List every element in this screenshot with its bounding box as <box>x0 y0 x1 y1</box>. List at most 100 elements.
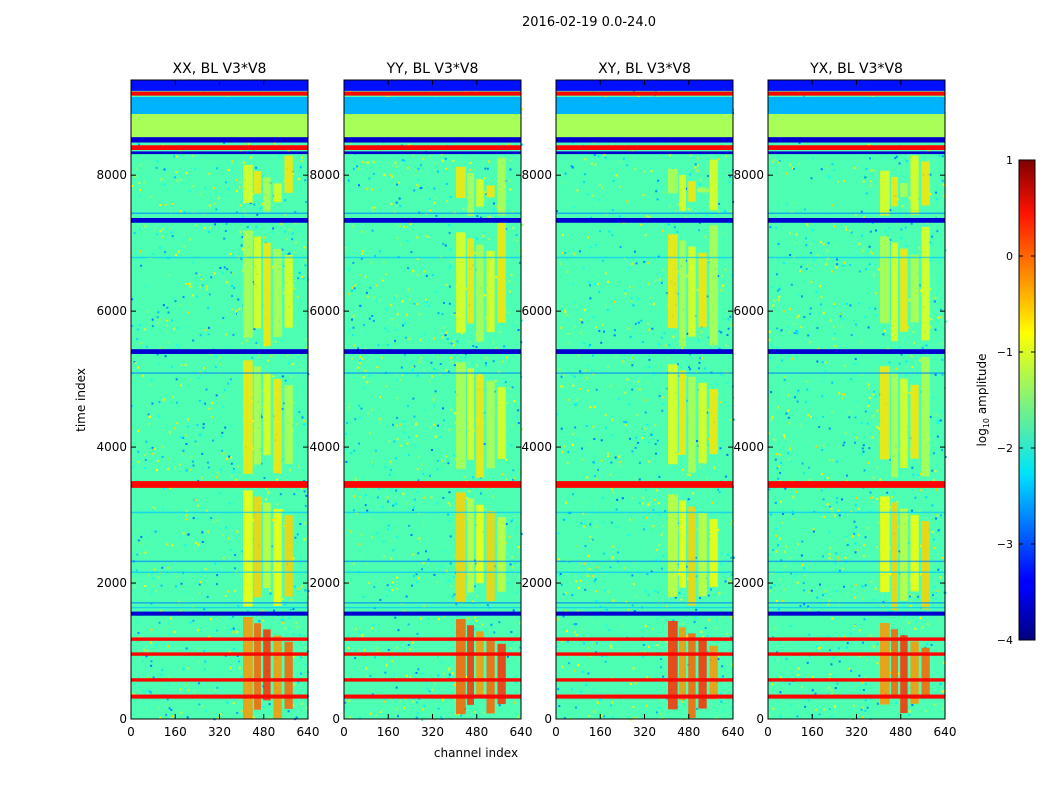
heatmap-cell <box>391 660 394 663</box>
heatmap-cell <box>932 479 935 482</box>
heatmap-cell <box>628 403 631 406</box>
heatmap-cell <box>418 512 421 515</box>
heatmap-cell <box>558 574 561 577</box>
heatmap-cell <box>447 513 450 516</box>
heatmap-cell <box>473 559 476 562</box>
heatmap-cell <box>646 262 649 265</box>
heatmap-cell <box>564 518 567 521</box>
heatmap-cell <box>843 261 846 264</box>
heatmap-cell <box>884 230 887 233</box>
heatmap-cell <box>292 363 295 366</box>
heatmap-cell <box>219 266 222 269</box>
heatmap-cell <box>136 366 139 369</box>
heatmap-cell <box>558 558 561 561</box>
heatmap-cell <box>593 149 596 152</box>
heatmap-cell <box>417 185 420 188</box>
heatmap-cell <box>462 208 465 211</box>
heatmap-cell <box>700 229 703 232</box>
heatmap-cell <box>392 549 395 552</box>
heatmap-cell <box>660 281 663 284</box>
heatmap-cell <box>854 253 857 256</box>
heatmap-cell <box>593 461 596 464</box>
heatmap-cell <box>710 625 713 628</box>
heatmap-cell <box>227 590 230 593</box>
heatmap-cell <box>420 463 423 466</box>
colorbar-tick-label: 0 <box>1006 250 1013 263</box>
heatmap-cell <box>240 586 243 589</box>
heatmap-cell <box>212 439 215 442</box>
heatmap-cell <box>900 353 903 356</box>
heatmap-cell <box>274 340 277 343</box>
heatmap-cell <box>215 355 218 358</box>
heatmap-cell <box>590 246 593 249</box>
heatmap-cell <box>182 532 185 535</box>
heatmap-cell <box>661 532 664 535</box>
streak <box>768 560 945 563</box>
streak <box>344 571 521 573</box>
heatmap-cell <box>300 156 303 159</box>
heatmap-cell <box>654 590 657 593</box>
heatmap-cell <box>561 182 564 185</box>
heatmap-cell <box>213 689 216 692</box>
heatmap-cell <box>622 625 625 628</box>
heatmap-cell <box>688 353 691 356</box>
heatmap-cell <box>178 487 181 490</box>
heatmap-cell <box>394 161 397 164</box>
heatmap-cell <box>168 431 171 434</box>
heatmap-cell <box>439 435 442 438</box>
heatmap-cell <box>434 196 437 199</box>
heatmap-cell <box>686 632 689 635</box>
heatmap-cell <box>867 404 870 407</box>
heatmap-cell <box>876 409 879 412</box>
heatmap-cell <box>720 331 723 334</box>
heatmap-cell <box>587 263 590 266</box>
heatmap-cell <box>247 143 250 146</box>
x-tick-label: 160 <box>801 725 824 739</box>
heatmap-cell <box>730 274 733 277</box>
rfi-segment <box>880 366 890 460</box>
heatmap-cell <box>596 282 599 285</box>
flagged-band <box>344 349 521 354</box>
heatmap-cell <box>350 357 353 360</box>
heatmap-cell <box>889 573 892 576</box>
heatmap-cell <box>713 466 716 469</box>
x-tick-label: 0 <box>552 725 560 739</box>
heatmap-cell <box>595 608 598 611</box>
heatmap-cell <box>665 387 668 390</box>
heatmap-cell <box>773 299 776 302</box>
heatmap-cell <box>821 555 824 558</box>
heatmap-cell <box>201 476 204 479</box>
flagged-band <box>556 481 733 488</box>
heatmap-cell <box>869 180 872 183</box>
heatmap-cell <box>580 318 583 321</box>
heatmap-cell <box>447 462 450 465</box>
rfi-segment <box>698 382 707 464</box>
heatmap-cell <box>257 356 260 359</box>
heatmap-cell <box>647 645 650 648</box>
heatmap-cell <box>815 715 818 718</box>
heatmap-cell <box>593 405 596 408</box>
heatmap-cell <box>731 663 734 666</box>
heatmap-cell <box>834 304 837 307</box>
heatmap-cell <box>631 364 634 367</box>
heatmap-cell <box>459 230 462 233</box>
streak <box>131 511 308 514</box>
heatmap-cell <box>692 492 695 495</box>
rfi-segment <box>880 170 890 216</box>
heatmap-cell <box>798 454 801 457</box>
heatmap-cell <box>635 436 638 439</box>
heatmap-cell <box>800 424 803 427</box>
heatmap-cell <box>613 300 616 303</box>
heatmap-cell <box>656 273 659 276</box>
heatmap-cell <box>576 189 579 192</box>
heatmap-cell <box>410 222 413 225</box>
heatmap-cell <box>273 142 276 145</box>
heatmap-cell <box>698 229 701 232</box>
heatmap-cell <box>599 293 602 296</box>
heatmap-cell <box>153 568 156 571</box>
panel-title: YY, BL V3*V8 <box>386 61 479 77</box>
heatmap-cell <box>454 506 457 509</box>
heatmap-cell <box>676 363 679 366</box>
heatmap-cell <box>144 585 147 588</box>
rfi-segment <box>910 384 919 459</box>
